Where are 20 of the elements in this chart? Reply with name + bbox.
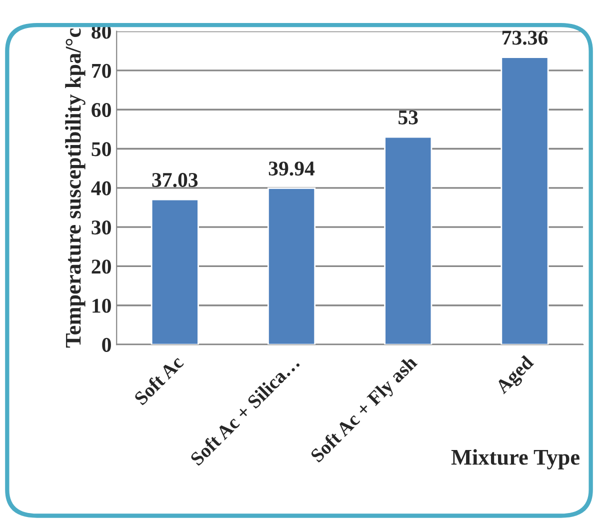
bar — [268, 187, 316, 345]
bar — [500, 56, 549, 345]
y-tick-label: 50 — [92, 142, 111, 156]
bar — [384, 136, 432, 345]
x-axis-title: Mixture Type — [451, 449, 580, 470]
y-axis-title: Temperature susceptibility kpa/°c — [65, 28, 86, 348]
data-label: 37.03 — [152, 172, 198, 188]
bar — [150, 198, 199, 345]
data-label: 53 — [398, 110, 418, 124]
y-tick-label: 40 — [91, 181, 111, 196]
data-label: 73.36 — [502, 30, 548, 45]
data-label: 39.94 — [268, 162, 315, 176]
y-tick-label: 60 — [92, 102, 111, 118]
y-tick-label: 30 — [92, 220, 111, 235]
y-tick-label: 0 — [102, 338, 111, 352]
y-tick-label: 10 — [92, 298, 111, 313]
x-tick-label: Soft Ac — [133, 354, 184, 406]
x-tick-label: Soft Ac + Fly ash — [309, 354, 421, 466]
y-tick-label: 20 — [92, 260, 111, 274]
y-tick-label: 70 — [92, 64, 111, 78]
